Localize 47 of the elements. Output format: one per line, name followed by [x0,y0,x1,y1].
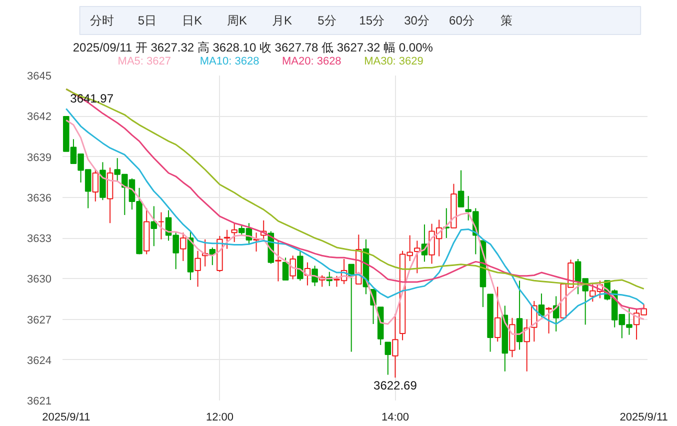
y-tick-label: 3645 [27,70,52,82]
text: MA5: 3627 [118,56,172,68]
candlestick [312,265,318,287]
candlestick [158,212,164,240]
text: 日K [182,14,202,28]
y-tick-label: 3642 [27,111,52,124]
candlestick [458,170,464,208]
y-tick-label: 3630 [27,274,52,286]
candlestick [524,318,530,372]
candlestick [180,232,186,262]
candlestick [546,306,552,334]
text: MA10: 3628 [200,56,260,68]
candlestick [290,255,296,280]
text: 30分 [404,14,430,28]
y-tick-label: 3633 [27,233,52,245]
y-tick-label: 3636 [27,192,52,204]
candlestick [297,251,304,282]
text: 60分 [449,14,474,28]
text: 5分 [318,14,336,28]
x-tick-label: 12:00 [206,412,234,424]
candlestick [224,229,230,250]
y-tick-label: 3624 [27,354,52,367]
annotation: 3622.69 [374,378,418,393]
y-tick-label: 3621 [27,396,52,408]
text: MA20: 3628 [282,56,342,68]
text: 月K [272,14,292,28]
text: MA30: 3629 [364,56,424,68]
chart-subtitle: 2025/09/11 开 3627.32 高 3628.10 收 3627.78 低 3627.32 幅 0.00% [72,40,434,54]
candlestick [282,257,289,280]
candlestick [384,342,392,376]
text: 15分 [359,14,385,28]
candlestick [92,170,99,202]
candlestick [231,222,238,243]
candlestick [194,250,201,288]
x-tick-label: 14:00 [381,412,409,424]
y-tick-label: 3627 [27,314,52,326]
x-tick-label: 2025/9/11 [42,412,90,424]
candlestick [392,313,398,378]
candlestick [516,280,523,350]
x-tick-label: 2025/9/11 [620,412,668,424]
y-tick-label: 3639 [27,152,52,164]
text: 分时 [90,14,114,28]
candlestick [275,240,282,282]
candlestick [494,286,501,342]
text: 5日 [138,14,157,28]
text: 周K [227,14,248,28]
text: 策 [500,14,513,28]
